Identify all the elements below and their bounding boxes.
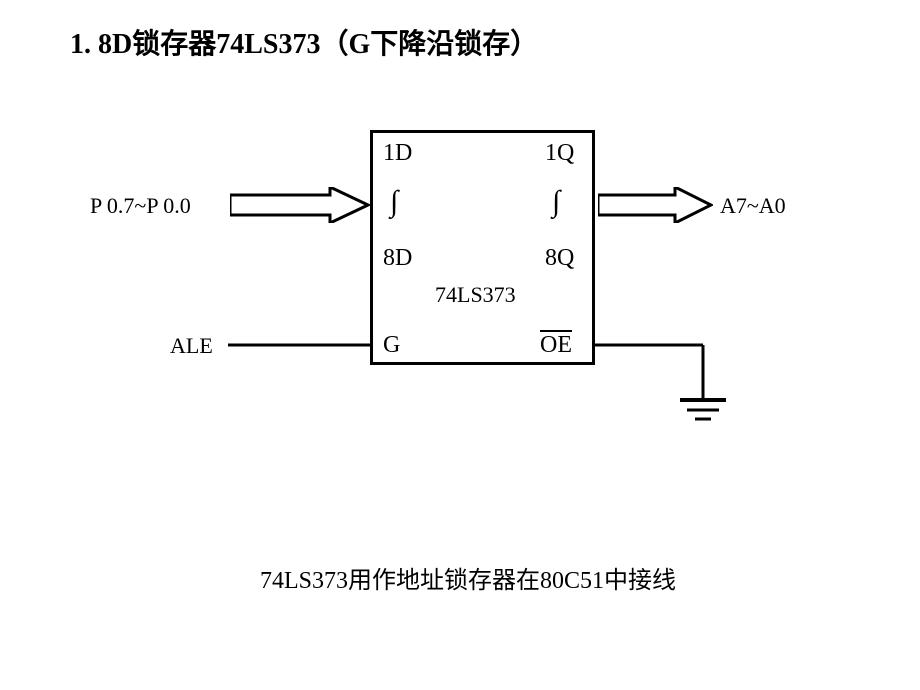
- figure-caption: 74LS373用作地址锁存器在80C51中接线: [260, 560, 676, 595]
- pin-oe: OE: [540, 332, 572, 359]
- pin-g: G: [383, 332, 400, 359]
- ale-wire: [228, 342, 373, 348]
- ground-wire-icon: [595, 340, 755, 430]
- pin-8d: 8D: [383, 245, 412, 272]
- chip-part-number: 74LS373: [435, 282, 516, 308]
- pin-1q: 1Q: [545, 140, 574, 167]
- tilde-left: ∫: [390, 185, 398, 219]
- input-bus-label: P 0.7~P 0.0: [90, 193, 191, 219]
- section-title: 1. 8D锁存器74LS373（G下降沿锁存）: [70, 22, 538, 62]
- ale-label: ALE: [170, 333, 213, 359]
- output-arrow-icon: [598, 187, 713, 223]
- pin-1d: 1D: [383, 140, 412, 167]
- tilde-right: ∫: [552, 185, 560, 219]
- pin-8q: 8Q: [545, 245, 574, 272]
- input-arrow-icon: [230, 187, 370, 223]
- output-bus-label: A7~A0: [720, 193, 786, 219]
